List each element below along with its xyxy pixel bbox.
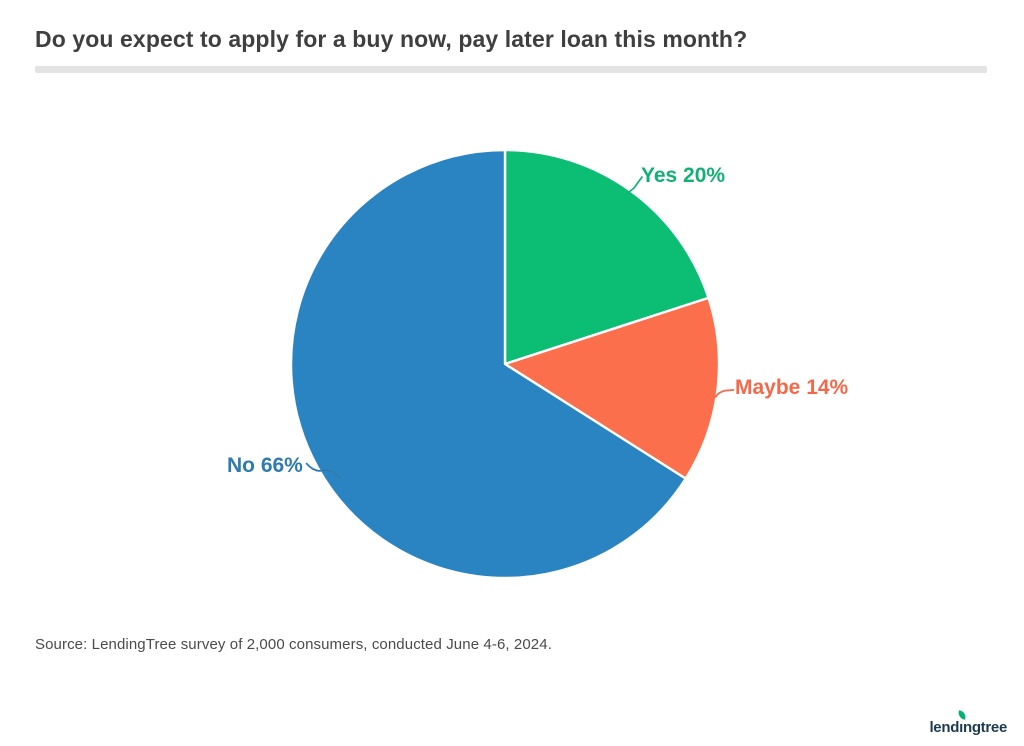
title-divider	[35, 66, 987, 73]
pie-label-no: No 66%	[227, 454, 303, 477]
logo-letter-i: ı	[957, 710, 967, 736]
leader-line-no	[305, 462, 341, 479]
logo-text-prefix: lend	[929, 719, 960, 736]
leader-line-maybe	[714, 389, 735, 398]
pie-label-maybe: Maybe 14%	[735, 376, 849, 399]
lendingtree-logo: lend ıngtree	[929, 710, 1007, 736]
chart-title: Do you expect to apply for a buy now, pa…	[35, 26, 748, 52]
pie-slices	[289, 148, 721, 580]
pie-slice-maybe	[503, 296, 721, 480]
pie-slice-no	[289, 148, 687, 580]
source-note: Source: LendingTree survey of 2,000 cons…	[35, 636, 552, 653]
logo-text-suffix: ngtree	[962, 719, 1007, 736]
leader-line-yes	[627, 176, 643, 194]
pie-label-yes: Yes 20%	[641, 164, 726, 187]
